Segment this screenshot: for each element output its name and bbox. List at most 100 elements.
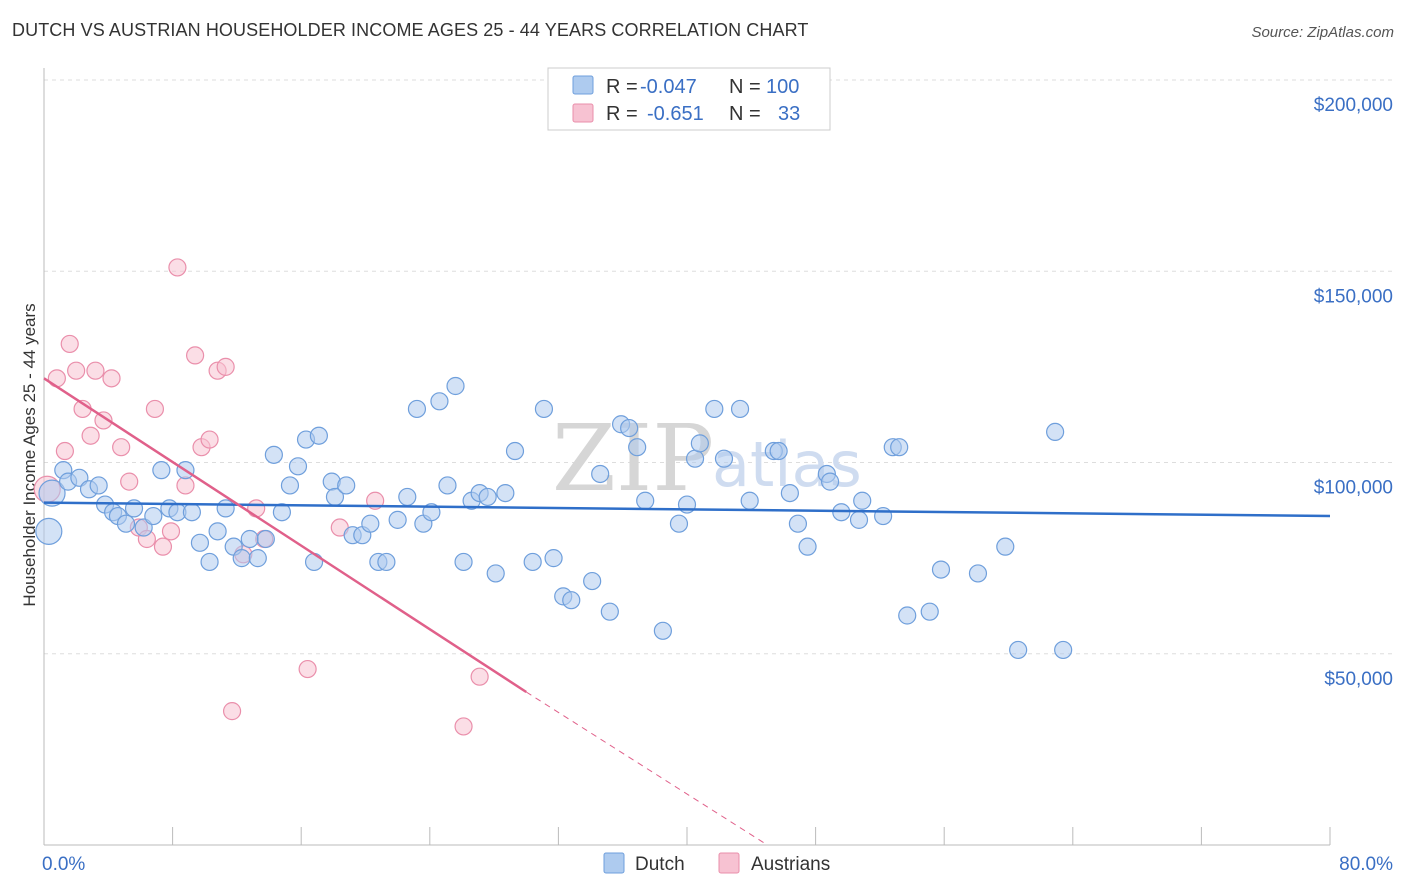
dutch-point — [534, 399, 554, 419]
dutch-point — [116, 514, 136, 533]
dutch-point — [1046, 422, 1065, 441]
dutch-point — [685, 449, 705, 468]
dutch-point — [1009, 640, 1028, 660]
dutch-point — [705, 399, 724, 419]
dutch-point — [208, 522, 227, 541]
legend-swatch-dutch — [603, 852, 625, 874]
austrian-point — [200, 430, 219, 449]
legend-label-austrians: Austrians — [751, 854, 830, 875]
austrian-point — [176, 476, 195, 495]
austrian-point — [470, 667, 489, 686]
dutch-point — [256, 529, 275, 549]
dutch-point — [920, 602, 939, 621]
stats-n-label: N = — [729, 76, 761, 98]
x-tick-label: 80.0% — [1339, 854, 1393, 875]
dutch-trend-line — [43, 501, 1331, 518]
austrian-point — [81, 426, 100, 445]
dutch-point — [486, 564, 505, 583]
dutch-point — [690, 434, 709, 453]
austrian-point — [94, 411, 113, 430]
dutch-point — [820, 472, 840, 491]
chart-title: DUTCH VS AUSTRIAN HOUSEHOLDER INCOME AGE… — [12, 20, 809, 40]
stats-r-value: -0.651 — [647, 103, 704, 125]
y-tick-label: $150,000 — [1314, 286, 1393, 307]
legend-label-dutch: Dutch — [635, 854, 685, 875]
dutch-point — [89, 476, 108, 495]
austrian-point — [222, 702, 242, 721]
stats-swatch-dutch — [572, 75, 594, 95]
austrian-point — [454, 717, 473, 736]
austrian-point — [168, 258, 187, 277]
austrian-point — [216, 357, 235, 376]
dutch-point — [714, 449, 734, 468]
dutch-point — [769, 441, 788, 461]
dutch-point — [232, 549, 251, 568]
axis-layer: 0.0% 80.0% — [42, 68, 1393, 875]
dutch-point — [304, 552, 324, 572]
stats-n-value: 100 — [766, 76, 799, 98]
legend-swatch-austrians — [718, 852, 740, 874]
dutch-point — [190, 533, 210, 552]
dutch-point — [653, 621, 672, 640]
austrian-point — [67, 361, 86, 380]
dutch-point — [931, 560, 951, 579]
dutch-point — [730, 399, 750, 419]
dutch-point — [446, 376, 465, 396]
austrian-point — [120, 472, 139, 491]
dutch-point — [505, 441, 525, 461]
y-tick-label: $50,000 — [1324, 669, 1393, 690]
austrian-point — [298, 659, 317, 679]
stats-r-value: -0.047 — [640, 76, 697, 98]
stats-r-label: R = — [606, 103, 638, 125]
stats-box-frame — [547, 67, 831, 131]
dutch-point — [430, 392, 449, 411]
dutch-point — [996, 537, 1015, 556]
austrian-point — [161, 522, 181, 541]
dutch-point — [620, 418, 639, 438]
dutch-point — [523, 552, 542, 572]
watermark: ZIP atlas — [552, 405, 862, 512]
dutch-point — [288, 457, 308, 476]
austrian-point — [112, 438, 131, 457]
dutch-point — [591, 464, 610, 484]
dutch-point — [454, 552, 473, 572]
dutch-point — [398, 487, 417, 507]
chart-source: Source: ZipAtlas.com — [1251, 24, 1394, 41]
dutch-point — [248, 549, 267, 568]
austrian-point — [145, 399, 165, 419]
dutch-point — [600, 602, 619, 621]
dutch-point — [272, 503, 292, 522]
austrian-point — [86, 361, 105, 380]
dutch-point — [337, 476, 356, 495]
dutch-point — [544, 549, 563, 568]
dutch-point — [898, 606, 917, 625]
austrian-point — [247, 499, 266, 518]
dutch-point — [216, 499, 235, 518]
y-tick-label: $200,000 — [1314, 95, 1393, 116]
dutch-point — [478, 487, 497, 507]
dutch-point — [182, 503, 201, 522]
dutch-point — [628, 438, 647, 457]
austrian-trend-extension — [525, 691, 768, 846]
dutch-point — [35, 517, 63, 545]
dutch-point — [144, 506, 163, 526]
dutch-point — [240, 529, 259, 549]
austrian-point — [153, 537, 173, 556]
stats-swatch-austrians — [572, 103, 594, 123]
austrian-trend-line — [43, 377, 527, 694]
dutch-point — [280, 476, 300, 495]
stats-n-label: N = — [729, 103, 761, 125]
dutch-point — [788, 514, 808, 533]
dutch-point — [798, 537, 817, 556]
dutch-point — [583, 571, 602, 591]
grid-layer: $50,000 $100,000 $150,000 $200,000 — [44, 79, 1395, 690]
dutch-point — [388, 510, 407, 529]
stats-r-label: R = — [606, 76, 638, 98]
dutch-point — [438, 476, 457, 495]
dutch-point — [849, 510, 869, 529]
austrian-point — [55, 441, 74, 461]
dutch-point — [1054, 640, 1073, 660]
dutch-point — [968, 564, 988, 583]
austrian-point — [186, 346, 205, 365]
